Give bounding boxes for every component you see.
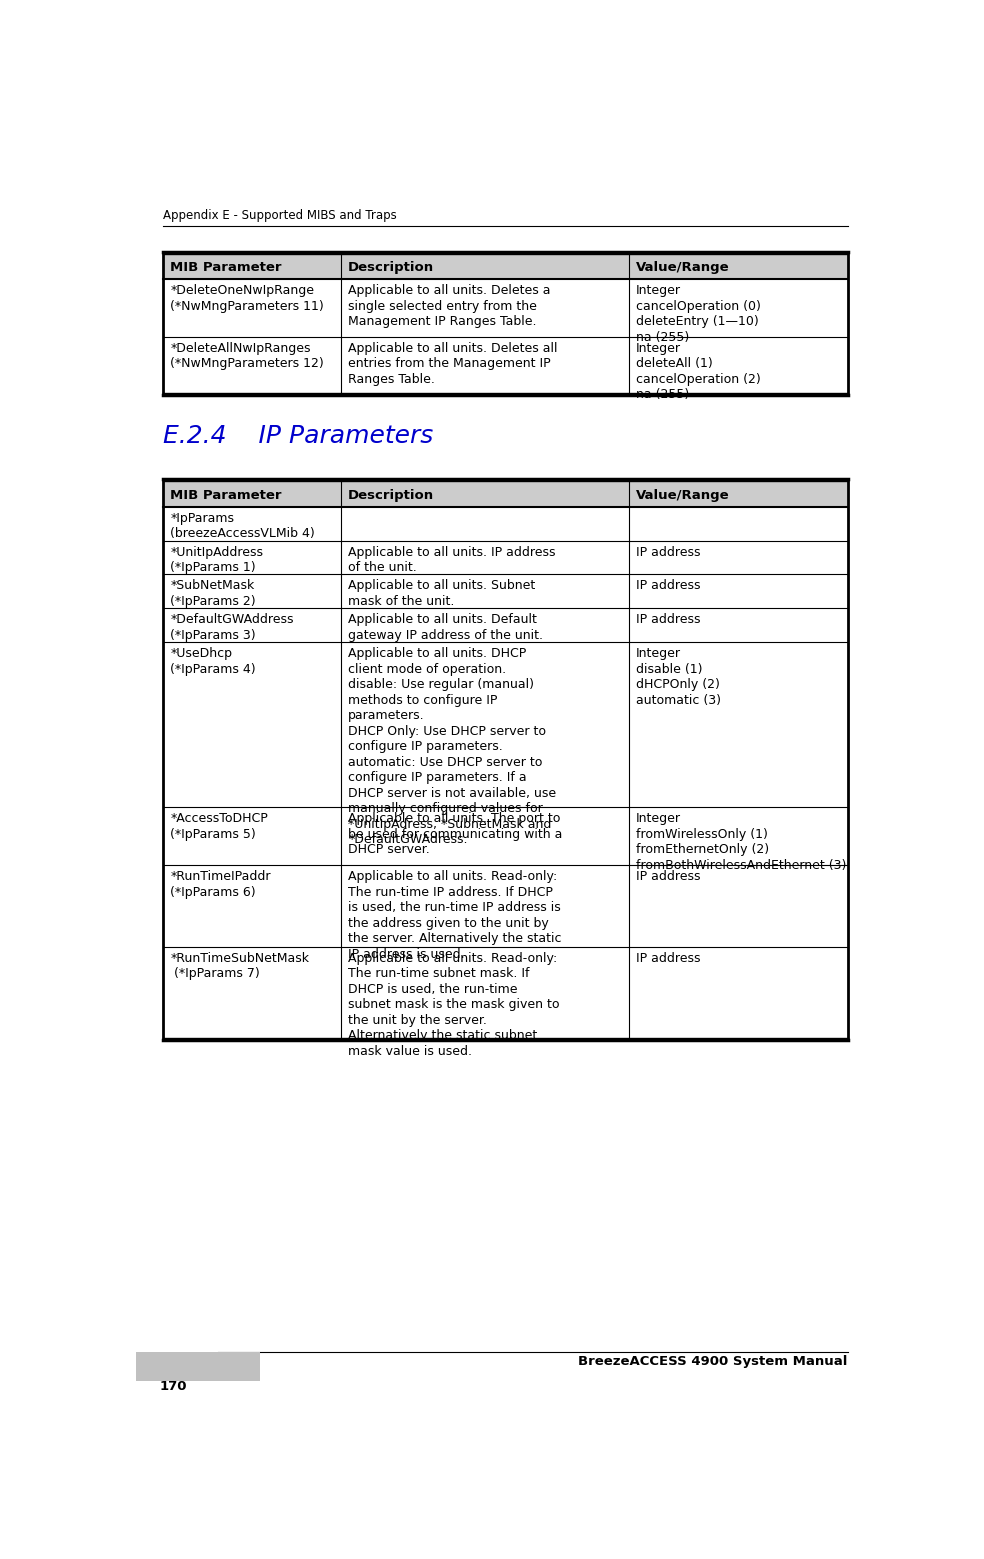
Text: Integer
disable (1)
dHCPOnly (2)
automatic (3): Integer disable (1) dHCPOnly (2) automat… — [636, 647, 720, 706]
Text: Integer
fromWirelessOnly (1)
fromEthernetOnly (2)
fromBothWirelessAndEthernet (3: Integer fromWirelessOnly (1) fromEtherne… — [636, 812, 846, 871]
Text: MIB Parameter: MIB Parameter — [170, 260, 281, 274]
Text: *RunTimeSubNetMask
 (*IpParams 7): *RunTimeSubNetMask (*IpParams 7) — [170, 951, 309, 981]
Text: E.2.4    IP Parameters: E.2.4 IP Parameters — [163, 424, 434, 447]
Text: IP address: IP address — [636, 870, 701, 882]
Text: *DefaultGWAddress
(*IpParams 3): *DefaultGWAddress (*IpParams 3) — [170, 613, 294, 642]
Bar — [136, 1352, 260, 1381]
Text: Integer
cancelOperation (0)
deleteEntry (1—10)
na (255): Integer cancelOperation (0) deleteEntry … — [636, 284, 761, 343]
Text: Applicable to all units. DHCP
client mode of operation.
disable: Use regular (ma: Applicable to all units. DHCP client mod… — [348, 647, 556, 847]
Text: *RunTimeIPaddr
(*IpParams 6): *RunTimeIPaddr (*IpParams 6) — [170, 870, 271, 898]
Text: Applicable to all units. Deletes a
single selected entry from the
Management IP : Applicable to all units. Deletes a singl… — [348, 284, 551, 327]
Bar — [163, 642, 847, 808]
Bar — [163, 279, 847, 337]
Text: Applicable to all units. IP address
of the unit.: Applicable to all units. IP address of t… — [348, 546, 556, 574]
Bar — [163, 337, 847, 394]
Text: BreezeACCESS 4900 System Manual: BreezeACCESS 4900 System Manual — [579, 1355, 847, 1369]
Text: IP address: IP address — [636, 580, 701, 592]
Text: *UnitIpAddress
(*IpParams 1): *UnitIpAddress (*IpParams 1) — [170, 546, 264, 574]
Text: IP address: IP address — [636, 546, 701, 558]
Bar — [163, 946, 847, 1040]
Text: Description: Description — [348, 488, 434, 502]
Bar — [163, 808, 847, 865]
Text: MIB Parameter: MIB Parameter — [170, 488, 281, 502]
Bar — [163, 574, 847, 608]
Text: *IpParams
(breezeAccessVLMib 4): *IpParams (breezeAccessVLMib 4) — [170, 511, 315, 539]
Text: 170: 170 — [159, 1380, 187, 1392]
Text: Applicable to all units. Read-only:
The run-time IP address. If DHCP
is used, th: Applicable to all units. Read-only: The … — [348, 870, 562, 960]
Text: Applicable to all units. Read-only:
The run-time subnet mask. If
DHCP is used, t: Applicable to all units. Read-only: The … — [348, 951, 560, 1057]
Bar — [163, 541, 847, 574]
Text: Value/Range: Value/Range — [636, 488, 729, 502]
Bar — [163, 507, 847, 541]
Bar — [163, 251, 847, 279]
Text: IP address: IP address — [636, 613, 701, 627]
Text: Description: Description — [348, 260, 434, 274]
Text: IP address: IP address — [636, 951, 701, 965]
Bar — [163, 479, 847, 507]
Text: Applicable to all units. Subnet
mask of the unit.: Applicable to all units. Subnet mask of … — [348, 580, 535, 608]
Text: *AccessToDHCP
(*IpParams 5): *AccessToDHCP (*IpParams 5) — [170, 812, 268, 840]
Text: Appendix E - Supported MIBS and Traps: Appendix E - Supported MIBS and Traps — [163, 209, 398, 223]
Text: Applicable to all units. Default
gateway IP address of the unit.: Applicable to all units. Default gateway… — [348, 613, 543, 642]
Text: *DeleteAllNwIpRanges
(*NwMngParameters 12): *DeleteAllNwIpRanges (*NwMngParameters 1… — [170, 341, 324, 371]
Text: Value/Range: Value/Range — [636, 260, 729, 274]
Text: Applicable to all units. Deletes all
entries from the Management IP
Ranges Table: Applicable to all units. Deletes all ent… — [348, 341, 558, 385]
Text: Integer
deleteAll (1)
cancelOperation (2)
na (255): Integer deleteAll (1) cancelOperation (2… — [636, 341, 761, 401]
Text: *SubNetMask
(*IpParams 2): *SubNetMask (*IpParams 2) — [170, 580, 256, 608]
Bar — [163, 608, 847, 642]
Text: Applicable to all units. The port to
be used for communicating with a
DHCP serve: Applicable to all units. The port to be … — [348, 812, 563, 856]
Bar — [163, 865, 847, 946]
Text: *UseDhcp
(*IpParams 4): *UseDhcp (*IpParams 4) — [170, 647, 256, 675]
Text: *DeleteOneNwIpRange
(*NwMngParameters 11): *DeleteOneNwIpRange (*NwMngParameters 11… — [170, 284, 324, 313]
